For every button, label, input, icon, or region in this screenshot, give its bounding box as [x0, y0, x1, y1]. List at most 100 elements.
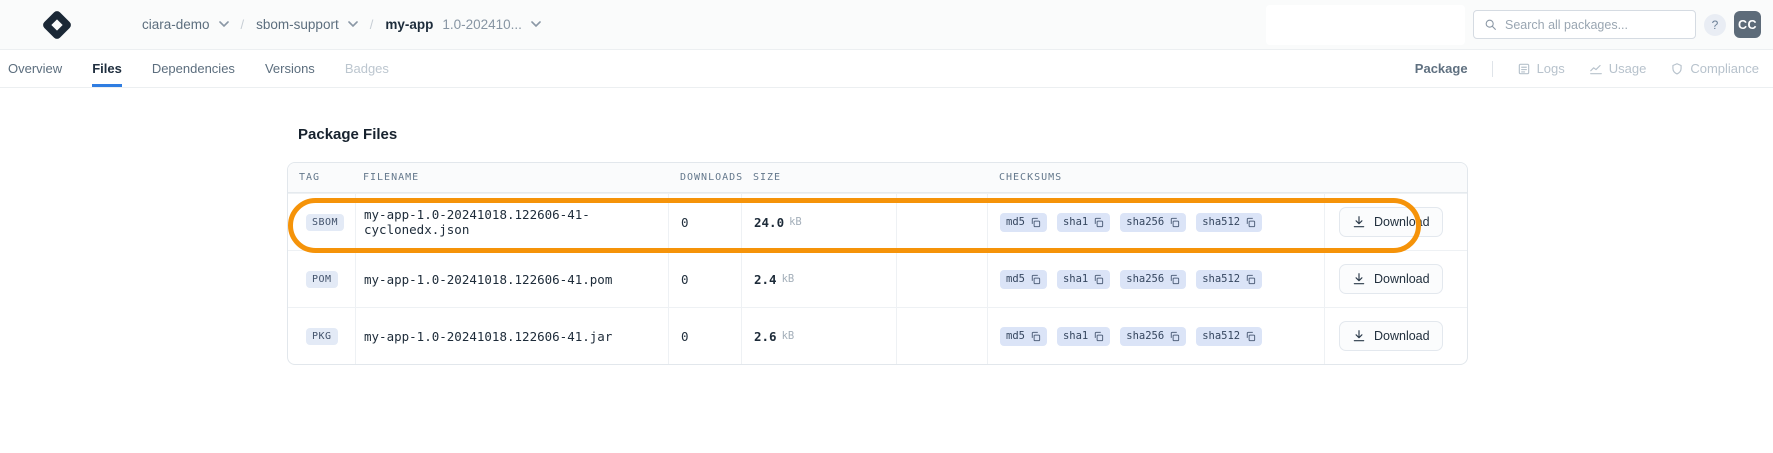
checksum-sha512-button[interactable]: sha512: [1196, 212, 1263, 232]
help-button[interactable]: ?: [1704, 13, 1726, 36]
download-button-label: Download: [1374, 272, 1430, 286]
checksum-label: md5: [1006, 216, 1025, 228]
checksum-sha256-button[interactable]: sha256: [1120, 212, 1187, 232]
checksum-label: sha512: [1202, 273, 1241, 285]
table-header: TAG FILENAME DOWNLOADS SIZE CHECKSUMS: [288, 163, 1467, 193]
breadcrumb-workspace-label: ciara-demo: [142, 17, 210, 32]
download-button-label: Download: [1374, 215, 1430, 229]
copy-icon: [1031, 274, 1041, 284]
downloads-count: 0: [681, 328, 689, 344]
copy-icon: [1095, 217, 1104, 227]
page-title: Package Files: [298, 126, 398, 143]
checksum-label: sha1: [1062, 330, 1089, 342]
copy-icon: [1031, 331, 1041, 341]
empty-cell: [896, 194, 987, 250]
view-usage-label: Usage: [1608, 61, 1647, 76]
checksum-md5-button[interactable]: md5: [1000, 326, 1047, 346]
view-logs: Logs: [1517, 61, 1565, 76]
copy-icon: [1095, 274, 1104, 284]
checksum-chips: md5 sha1 sha256 sha512: [1000, 269, 1263, 289]
column-header-tag: TAG: [299, 172, 321, 183]
search-box[interactable]: [1473, 10, 1696, 39]
tab-overview[interactable]: Overview: [8, 60, 63, 76]
copy-icon: [1246, 331, 1256, 341]
checksum-label: sha256: [1126, 330, 1165, 342]
table-row-pkg: PKG my-app-1.0-20241018.122606-41.jar 0 …: [288, 307, 1467, 364]
checksum-sha512-button[interactable]: sha512: [1196, 326, 1263, 346]
view-compliance: Compliance: [1670, 61, 1759, 76]
view-package[interactable]: Package: [1415, 61, 1468, 76]
tab-versions[interactable]: Versions: [264, 60, 315, 76]
download-icon: [1353, 273, 1365, 285]
checksum-sha1-button[interactable]: sha1: [1056, 212, 1111, 232]
tag-badge: POM: [306, 270, 338, 288]
checksum-label: sha512: [1202, 330, 1241, 342]
tabs-bar: Overview Files Dependencies Versions Bad…: [0, 50, 1773, 88]
avatar[interactable]: CC: [1734, 11, 1761, 38]
top-bar-right: ? CC: [1266, 4, 1761, 45]
view-compliance-label: Compliance: [1690, 61, 1759, 76]
download-icon: [1353, 216, 1365, 228]
file-size-unit: kB: [789, 216, 802, 228]
download-button[interactable]: Download: [1339, 264, 1443, 294]
tab-badges: Badges: [344, 60, 389, 76]
column-header-size: SIZE: [753, 172, 782, 183]
tag-badge: SBOM: [306, 213, 345, 231]
checksum-md5-button[interactable]: md5: [1000, 269, 1047, 289]
checksum-sha512-button[interactable]: sha512: [1196, 269, 1263, 289]
view-divider: [1491, 60, 1493, 77]
checksum-sha1-button[interactable]: sha1: [1056, 326, 1111, 346]
view-switcher: Package Logs Usage Compliance: [1415, 50, 1759, 87]
table-row-sbom: SBOM my-app-1.0-20241018.122606-41-cyclo…: [288, 193, 1467, 250]
checksum-label: sha256: [1126, 216, 1165, 228]
empty-cell: [896, 251, 987, 307]
file-size-unit: kB: [781, 330, 795, 342]
empty-cell: [896, 308, 987, 364]
filename-text: my-app-1.0-20241018.122606-41-cyclonedx.…: [364, 207, 590, 237]
download-icon: [1353, 330, 1365, 342]
downloads-count: 0: [681, 271, 689, 287]
breadcrumb-workspace[interactable]: ciara-demo: [142, 17, 229, 32]
file-size-value: 2.4: [754, 271, 777, 287]
view-logs-label: Logs: [1536, 61, 1565, 76]
package-tabs: Overview Files Dependencies Versions Bad…: [8, 50, 389, 87]
download-button[interactable]: Download: [1339, 321, 1443, 351]
checksum-sha1-button[interactable]: sha1: [1056, 269, 1111, 289]
copy-icon: [1170, 274, 1180, 284]
breadcrumb-package[interactable]: my-app 1.0-202410...: [385, 17, 541, 32]
search-input[interactable]: [1505, 17, 1685, 32]
checksum-label: md5: [1006, 330, 1025, 342]
header-white-panel: [1266, 4, 1465, 45]
checksum-label: md5: [1006, 273, 1025, 285]
breadcrumb: ciara-demo / sbom-support / my-app 1.0-2…: [142, 17, 541, 32]
checksum-chips: md5 sha1 sha256 sha512: [1000, 326, 1263, 346]
checksum-md5-button[interactable]: md5: [1000, 212, 1047, 232]
download-button-label: Download: [1374, 329, 1430, 343]
download-button[interactable]: Download: [1339, 207, 1443, 237]
filename-text: my-app-1.0-20241018.122606-41.jar: [364, 328, 613, 344]
checksum-sha256-button[interactable]: sha256: [1120, 326, 1187, 346]
tab-dependencies[interactable]: Dependencies: [151, 60, 235, 76]
breadcrumb-separator: /: [240, 17, 245, 32]
downloads-count: 0: [681, 214, 689, 230]
chevron-down-icon: [218, 21, 229, 28]
checksum-label: sha1: [1062, 216, 1089, 228]
package-files-table: TAG FILENAME DOWNLOADS SIZE CHECKSUMS SB…: [287, 162, 1468, 365]
column-header-downloads: DOWNLOADS: [680, 172, 744, 183]
file-size-unit: kB: [781, 273, 795, 285]
breadcrumb-package-version: 1.0-202410...: [442, 17, 522, 32]
breadcrumb-repository[interactable]: sbom-support: [256, 17, 358, 32]
column-header-filename: FILENAME: [363, 172, 420, 183]
main-content: Package Files TAG FILENAME DOWNLOADS SIZ…: [0, 88, 1773, 452]
diamond-logo-icon: [40, 8, 73, 41]
tab-files[interactable]: Files: [92, 50, 122, 87]
app-logo[interactable]: [33, 8, 80, 42]
checksum-sha256-button[interactable]: sha256: [1120, 269, 1187, 289]
file-size-value: 24.0: [754, 214, 785, 230]
view-usage: Usage: [1589, 61, 1647, 76]
chevron-down-icon: [531, 21, 541, 28]
checksum-chips: md5 sha1 sha256 sha512: [1000, 212, 1263, 232]
filename-text: my-app-1.0-20241018.122606-41.pom: [364, 271, 613, 287]
logs-icon: [1517, 62, 1531, 76]
table-row-pom: POM my-app-1.0-20241018.122606-41.pom 0 …: [288, 250, 1467, 307]
